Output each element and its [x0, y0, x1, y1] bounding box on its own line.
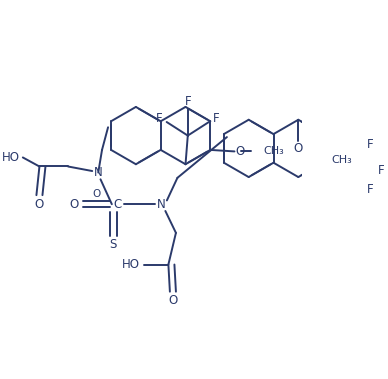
Text: O: O [69, 198, 79, 211]
Text: O: O [235, 145, 244, 158]
Text: F: F [184, 95, 191, 108]
Text: F: F [367, 183, 373, 196]
Text: S: S [110, 238, 117, 251]
Text: O: O [168, 294, 178, 307]
Text: N: N [94, 166, 103, 179]
Text: O: O [294, 142, 303, 155]
Text: C: C [114, 198, 122, 211]
Text: F: F [378, 164, 385, 177]
Text: N: N [156, 198, 165, 211]
Text: HO: HO [122, 258, 140, 271]
Text: F: F [367, 138, 373, 151]
Text: O: O [35, 198, 44, 211]
Text: F: F [156, 113, 163, 125]
Text: CH₃: CH₃ [331, 155, 352, 166]
Text: HO: HO [2, 151, 20, 164]
Text: F: F [213, 113, 220, 125]
Text: CH₃: CH₃ [263, 146, 284, 157]
Text: O: O [93, 189, 101, 199]
